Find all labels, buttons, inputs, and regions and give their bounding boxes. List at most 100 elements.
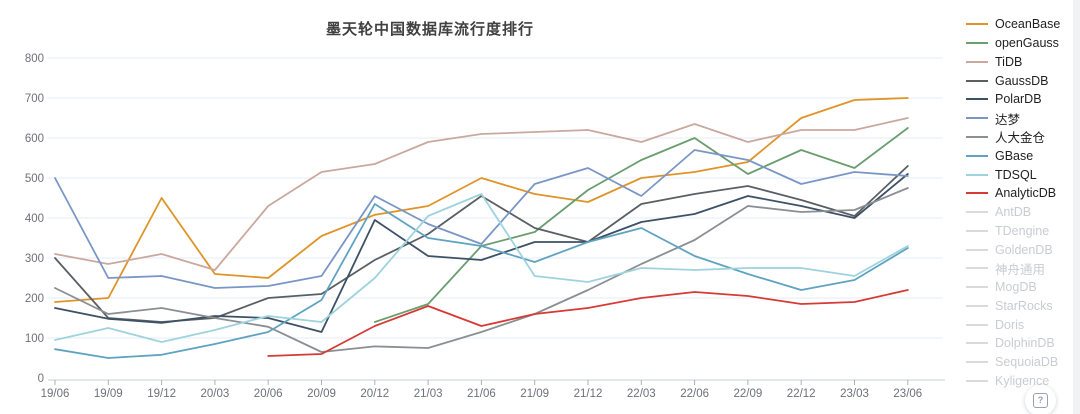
legend-label: GoldenDB [995, 242, 1053, 257]
legend-swatch-goldendb [966, 248, 988, 251]
legend-item-oceanbase[interactable]: OceanBase [966, 15, 1074, 34]
legend-label: GBase [995, 148, 1034, 163]
series-line-opengauss [373, 127, 909, 323]
scrollbar-track[interactable] [1073, 0, 1080, 414]
legend-label: PolarDB [995, 92, 1042, 107]
legend-item-polardb[interactable]: PolarDB [966, 90, 1074, 109]
x-tick-label: 22/12 [787, 388, 816, 400]
series-line-gbase [54, 203, 909, 359]
legend-label: MogDB [995, 280, 1037, 295]
series-line-tdsql [54, 193, 909, 343]
x-tick-label: 20/03 [201, 388, 230, 400]
legend-swatch-gbase [966, 154, 988, 157]
help-icon: ? [1033, 393, 1048, 408]
legend-label: openGauss [995, 36, 1059, 51]
legend-item-tidb[interactable]: TiDB [966, 53, 1074, 72]
line-chart-canvas: 0 100 200 300 400 500 600 700 800 19/06 19/09 19/12… [25, 53, 945, 400]
legend-swatch-antdb [966, 211, 988, 214]
legend-swatch-polardb [966, 98, 988, 101]
legend-item-dolphindb[interactable]: DolphinDB [966, 334, 1074, 353]
legend-label: 达梦 [995, 112, 1021, 127]
chart-title: 墨天轮中国数据库流行度排行 [325, 21, 534, 38]
legend-item-dameng[interactable]: 达梦 [966, 109, 1074, 128]
legend-swatch-doris [966, 323, 988, 326]
legend-item-tdengine[interactable]: TDengine [966, 221, 1074, 240]
legend-item-analyticdb[interactable]: AnalyticDB [966, 184, 1074, 203]
x-tick-label: 19/12 [147, 388, 176, 400]
legend-swatch-mogdb [966, 286, 988, 289]
legend-swatch-gaussdb [966, 79, 988, 82]
legend-label: TDSQL [995, 167, 1037, 182]
y-tick-label: 200 [25, 293, 44, 305]
legend-item-shenzhou-tongyong[interactable]: 神舟通用 [966, 259, 1074, 278]
legend-label: Doris [995, 317, 1025, 332]
series-line-oceanbase [54, 97, 909, 303]
series-line-tidb [54, 117, 909, 271]
legend-item-sequoiadb[interactable]: SequoiaDB [966, 353, 1074, 372]
legend-item-opengauss[interactable]: openGauss [966, 34, 1074, 53]
x-tick-label: 22/09 [734, 388, 763, 400]
legend-label: TiDB [995, 54, 1023, 69]
legend-label: AntDB [995, 205, 1032, 220]
y-tick-label: 500 [25, 173, 44, 185]
y-tick-label: 600 [25, 133, 44, 145]
y-tick-label: 700 [25, 93, 44, 105]
legend-swatch-oceanbase [966, 23, 988, 26]
y-tick-label: 400 [25, 213, 44, 225]
legend-swatch-shenzhou-tongyong [966, 267, 988, 270]
legend-label: GaussDB [995, 73, 1049, 88]
x-tick-label: 21/12 [574, 388, 603, 400]
y-tick-label: 100 [25, 333, 44, 345]
x-tick-label: 21/03 [414, 388, 443, 400]
legend-item-mogdb[interactable]: MogDB [966, 278, 1074, 297]
legend-swatch-opengauss [966, 42, 988, 45]
x-tick-label: 19/06 [41, 388, 70, 400]
legend-label: SequoiaDB [995, 355, 1059, 370]
x-tick-label: 22/03 [627, 388, 656, 400]
legend-swatch-dameng [966, 117, 988, 120]
legend-swatch-analyticdb [966, 192, 988, 195]
series-line-gaussdb [54, 165, 909, 323]
legend-swatch-kyligence [966, 379, 988, 382]
legend-item-antdb[interactable]: AntDB [966, 203, 1074, 222]
x-tick-label: 19/09 [94, 388, 123, 400]
legend-item-kyligence[interactable]: Kyligence [966, 372, 1074, 391]
legend-label: 神舟通用 [995, 262, 1046, 277]
legend-swatch-dolphindb [966, 342, 988, 345]
x-tick-label: 20/06 [254, 388, 283, 400]
x-tick-label: 21/06 [467, 388, 496, 400]
series-line-polardb [54, 173, 909, 333]
series-line-renda-jincang [54, 187, 909, 353]
legend-label: OceanBase [995, 17, 1061, 32]
legend-item-renda-jincang[interactable]: 人大金仓 [966, 128, 1074, 147]
legend-label: AnalyticDB [995, 186, 1057, 201]
x-tick-label: 20/09 [307, 388, 336, 400]
x-tick-label: 21/09 [520, 388, 549, 400]
help-button[interactable]: ? [1025, 385, 1056, 414]
legend-swatch-tidb [966, 60, 988, 63]
legend-label: 人大金仓 [995, 131, 1046, 146]
legend-label: TDengine [995, 223, 1050, 238]
legend-label: DolphinDB [995, 336, 1055, 351]
legend-item-gaussdb[interactable]: GaussDB [966, 71, 1074, 90]
legend-item-gbase[interactable]: GBase [966, 146, 1074, 165]
legend: OceanBase openGauss TiDB GaussDB PolarDB 达梦人大… [966, 15, 1074, 390]
legend-item-tdsql[interactable]: TDSQL [966, 165, 1074, 184]
y-tick-label: 300 [25, 253, 44, 265]
legend-swatch-starrocks [966, 304, 988, 307]
x-tick-label: 20/12 [360, 388, 389, 400]
legend-item-starrocks[interactable]: StarRocks [966, 296, 1074, 315]
y-tick-label: 0 [38, 373, 44, 385]
series-line-analyticdb [267, 289, 909, 357]
x-tick-label: 22/06 [680, 388, 709, 400]
x-tick-label: 23/03 [840, 388, 869, 400]
legend-swatch-sequoiadb [966, 361, 988, 364]
legend-swatch-tdsql [966, 173, 988, 176]
y-tick-label: 800 [25, 53, 44, 65]
legend-item-goldendb[interactable]: GoldenDB [966, 240, 1074, 259]
x-tick-label: 23/06 [893, 388, 922, 400]
legend-item-doris[interactable]: Doris [966, 315, 1074, 334]
legend-swatch-renda-jincang [966, 135, 988, 138]
legend-label: Kyligence [995, 373, 1050, 388]
